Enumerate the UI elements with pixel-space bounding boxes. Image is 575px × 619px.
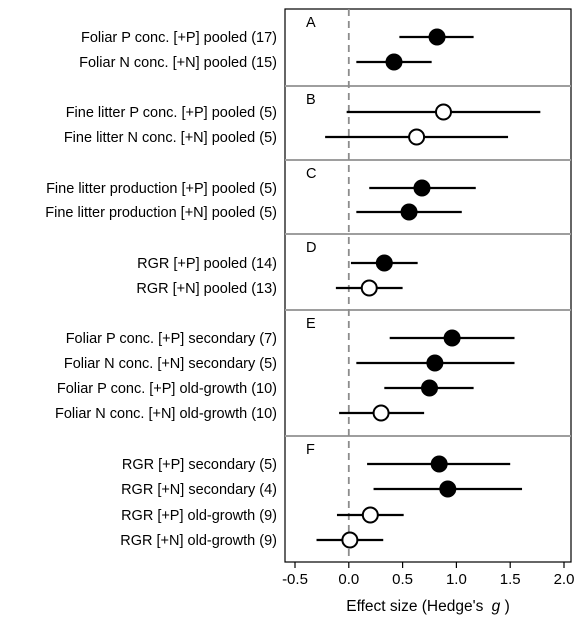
- effect-point-open: [341, 531, 359, 549]
- x-axis-title: Effect size (Hedge's g ): [346, 598, 510, 615]
- panel-letter: A: [306, 15, 316, 31]
- effect-point-open: [360, 279, 378, 297]
- panel-letter: C: [306, 166, 316, 182]
- effect-rows: [316, 28, 541, 549]
- panel-letter: B: [306, 92, 316, 108]
- row-label: Foliar N conc. [+N] pooled (15): [79, 55, 277, 71]
- x-tick-label: 0.0: [338, 571, 359, 588]
- row-label: Foliar N conc. [+N] old-growth (10): [55, 406, 277, 422]
- panel-letter: F: [306, 442, 315, 458]
- plot-frame: [284, 8, 572, 563]
- effect-point-open: [434, 103, 452, 121]
- x-tick-label: 1.0: [446, 571, 467, 588]
- row-label: Fine litter P conc. [+P] pooled (5): [66, 105, 277, 121]
- effect-point-filled: [428, 28, 446, 46]
- effect-point-filled: [400, 203, 418, 221]
- row-label: RGR [+N] old-growth (9): [120, 533, 277, 549]
- effect-point-filled: [443, 329, 461, 347]
- row-label: Foliar P conc. [+P] pooled (17): [81, 30, 277, 46]
- x-axis-title-italic: g: [492, 598, 501, 615]
- row-label: Fine litter production [+N] pooled (5): [45, 205, 277, 221]
- row-label: RGR [+N] pooled (13): [136, 281, 277, 297]
- x-axis: -0.5 0.0 0.5 1.0 1.5 2.0: [282, 562, 574, 588]
- row-label: Foliar N conc. [+N] secondary (5): [64, 356, 277, 372]
- effect-point-filled: [426, 354, 444, 372]
- panel-dividers: [285, 85, 571, 437]
- effect-point-filled: [421, 379, 438, 397]
- row-label: RGR [+N] secondary (4): [121, 482, 277, 498]
- row-label: Fine litter N conc. [+N] pooled (5): [64, 130, 277, 146]
- x-tick-label: 2.0: [554, 571, 575, 588]
- x-tick-label: 1.5: [500, 571, 521, 588]
- effect-point-filled: [430, 455, 448, 473]
- panel-letters: A B C D E F: [306, 15, 316, 458]
- panel-letter: D: [306, 240, 316, 256]
- effect-point-filled: [439, 480, 457, 498]
- row-labels: Foliar P conc. [+P] pooled (17) Foliar N …: [45, 30, 277, 549]
- row-label: RGR [+P] pooled (14): [137, 256, 277, 272]
- effect-point-open: [361, 506, 379, 524]
- row-label: Fine litter production [+P] pooled (5): [46, 181, 277, 197]
- effect-point-filled: [413, 179, 431, 197]
- panel-letter: E: [306, 316, 316, 332]
- effect-point-filled: [375, 254, 393, 272]
- row-label: Foliar P conc. [+P] secondary (7): [66, 331, 277, 347]
- x-tick-label: -0.5: [282, 571, 308, 588]
- row-label: Foliar P conc. [+P] old-growth (10): [57, 381, 277, 397]
- x-tick-label: 0.5: [392, 571, 413, 588]
- x-axis-title-main: Effect size (Hedge's: [346, 598, 483, 615]
- row-label: RGR [+P] secondary (5): [122, 457, 277, 473]
- plot-background: [284, 8, 572, 563]
- effect-point-filled: [385, 53, 403, 71]
- effect-point-open: [408, 128, 426, 146]
- x-axis-title-close: ): [505, 598, 510, 615]
- effect-point-open: [372, 404, 390, 422]
- row-label: RGR [+P] old-growth (9): [121, 508, 277, 524]
